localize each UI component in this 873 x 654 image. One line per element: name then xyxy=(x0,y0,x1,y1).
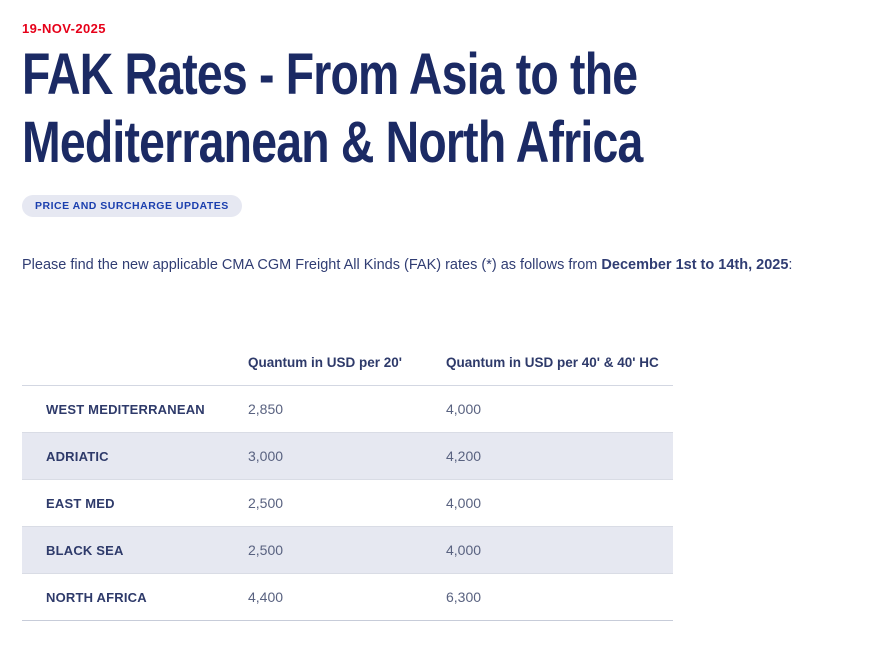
publication-date: 19-NOV-2025 xyxy=(22,21,106,36)
table-body: WEST MEDITERRANEAN 2,850 4,000 ADRIATIC … xyxy=(22,386,673,621)
region-cell: WEST MEDITERRANEAN xyxy=(46,401,205,417)
usd-per-40-cell: 4,000 xyxy=(446,495,482,511)
page-title: FAK Rates - From Asia to the Mediterrane… xyxy=(22,41,798,177)
page-title-line-2: Mediterranean & North Africa xyxy=(22,110,643,175)
column-header-usd-per-20: Quantum in USD per 20' xyxy=(248,355,402,370)
table-row: ADRIATIC 3,000 4,200 xyxy=(22,433,673,480)
usd-per-40-cell: 6,300 xyxy=(446,589,482,605)
usd-per-20-cell: 2,500 xyxy=(248,495,284,511)
region-cell: NORTH AFRICA xyxy=(46,589,147,605)
usd-per-40-cell: 4,200 xyxy=(446,448,482,464)
region-cell: BLACK SEA xyxy=(46,542,124,558)
usd-per-20-cell: 2,850 xyxy=(248,401,284,417)
category-tag-price-and-surcharge-updates[interactable]: PRICE AND SURCHARGE UPDATES xyxy=(22,195,242,217)
usd-per-20-cell: 4,400 xyxy=(248,589,284,605)
intro-date-range: December 1st to 14th, 2025 xyxy=(601,257,789,273)
fak-rates-table: Quantum in USD per 20' Quantum in USD pe… xyxy=(22,341,673,621)
region-cell: EAST MED xyxy=(46,495,115,511)
usd-per-20-cell: 3,000 xyxy=(248,448,284,464)
region-cell: ADRIATIC xyxy=(46,448,109,464)
table-header-row: Quantum in USD per 20' Quantum in USD pe… xyxy=(22,341,673,386)
intro-suffix: : xyxy=(788,257,793,273)
page-title-line-1: FAK Rates - From Asia to the xyxy=(22,42,638,107)
column-header-region xyxy=(22,370,248,385)
usd-per-20-cell: 2,500 xyxy=(248,542,284,558)
table-row: EAST MED 2,500 4,000 xyxy=(22,480,673,527)
intro-paragraph: Please find the new applicable CMA CGM F… xyxy=(22,257,862,273)
table-row: NORTH AFRICA 4,400 6,300 xyxy=(22,574,673,621)
usd-per-40-cell: 4,000 xyxy=(446,542,482,558)
usd-per-40-cell: 4,000 xyxy=(446,401,482,417)
table-row: WEST MEDITERRANEAN 2,850 4,000 xyxy=(22,386,673,433)
column-header-usd-per-40: Quantum in USD per 40' & 40' HC xyxy=(446,355,659,370)
table-row: BLACK SEA 2,500 4,000 xyxy=(22,527,673,574)
intro-text: Please find the new applicable CMA CGM F… xyxy=(22,257,602,273)
